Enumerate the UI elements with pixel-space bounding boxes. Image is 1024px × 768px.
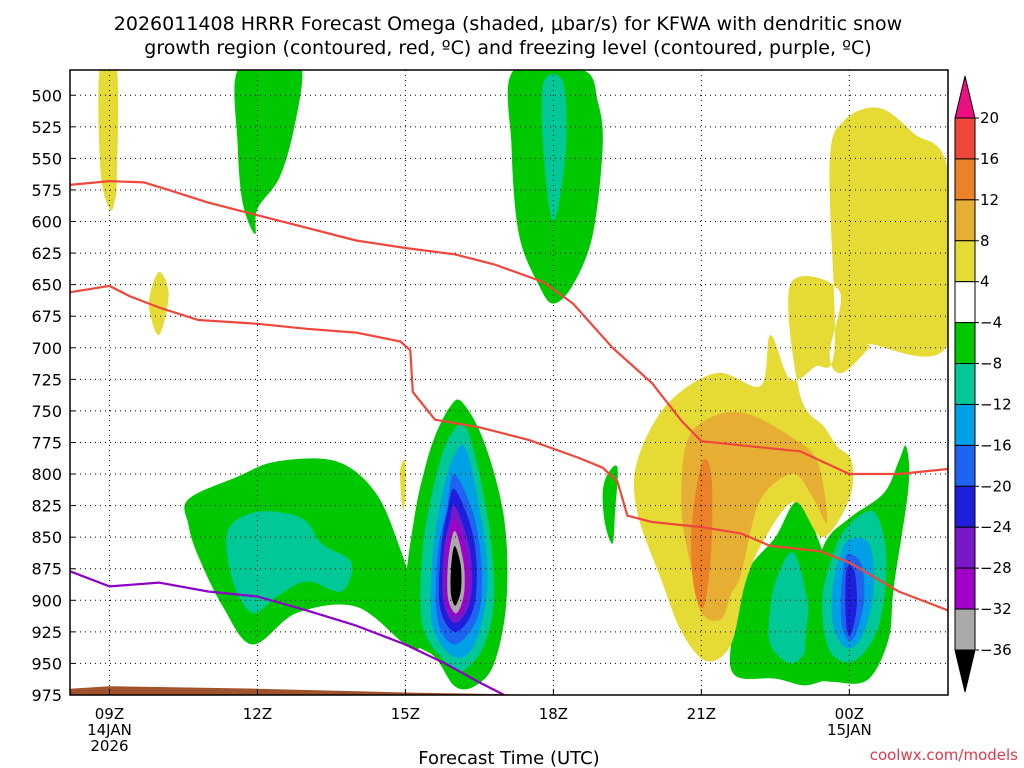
colorbar-tick-label-8: −16 bbox=[980, 436, 1012, 454]
omega-region-yellow-streak-09z bbox=[98, 70, 119, 211]
x-tick-label-24-1: 00Z bbox=[835, 705, 864, 723]
y-tick-label-825: 825 bbox=[31, 497, 62, 516]
y-tick-label-525: 525 bbox=[31, 118, 62, 137]
colorbar-tick-label-10: −24 bbox=[980, 518, 1012, 536]
omega-region-teal-column-2230z bbox=[768, 552, 811, 664]
colorbar-tick-label-7: −12 bbox=[980, 395, 1012, 413]
colorbar-swatch-6 bbox=[954, 322, 976, 365]
contour-dgz-lower bbox=[70, 284, 948, 612]
omega-shading bbox=[98, 70, 948, 690]
colorbar-bottom-arrow bbox=[954, 649, 976, 693]
colorbar-top-arrow bbox=[954, 75, 976, 119]
colorbar-tick-label-2: 12 bbox=[980, 191, 999, 209]
x-axis-label: Forecast Time (UTC) bbox=[418, 748, 599, 768]
x-tick-label-12-1: 12Z bbox=[243, 705, 272, 723]
colorbar-swatch-13 bbox=[954, 608, 976, 651]
y-tick-label-800: 800 bbox=[31, 465, 62, 484]
y-tick-label-875: 875 bbox=[31, 560, 62, 579]
y-axis: 500 525 550 575 600 625 650 675 700 725 750 775 800 8… bbox=[31, 86, 75, 705]
y-tick-label-925: 925 bbox=[31, 623, 62, 642]
omega-region-black-core-16z bbox=[450, 546, 462, 606]
y-tick-label-550: 550 bbox=[31, 149, 62, 168]
colorbar-swatch-4 bbox=[954, 240, 976, 283]
colorbar-tick-label-4: 4 bbox=[980, 273, 990, 291]
omega-region-green-sliver-19z bbox=[602, 465, 618, 544]
y-tick-label-700: 700 bbox=[31, 339, 62, 358]
omega-region-gold-region-right bbox=[681, 411, 828, 621]
omega-region-darkblue-core-00z bbox=[845, 564, 857, 636]
x-tick-label-24-2: 15JAN bbox=[827, 721, 872, 739]
colorbar-tick-label-12: −32 bbox=[980, 600, 1012, 618]
colorbar-swatch-7 bbox=[954, 363, 976, 405]
y-tick-label-750: 750 bbox=[31, 402, 62, 421]
colorbar-tick-label-11: −28 bbox=[980, 559, 1012, 577]
y-tick-label-625: 625 bbox=[31, 244, 62, 263]
chart-title-line-2: growth region (contoured, red, ºC) and f… bbox=[144, 37, 871, 59]
colorbar-swatch-8 bbox=[954, 403, 976, 446]
colorbar-tick-label-5: −4 bbox=[980, 314, 1002, 332]
chart-title-line-1: 2026011408 HRRR Forecast Omega (shaded, … bbox=[114, 13, 902, 35]
x-tick-label-9-3: 2026 bbox=[90, 737, 128, 755]
colorbar: 20 16 12 8 4 −4 −8 −12 −16 −20 −24 −28 −32 −36 bbox=[954, 75, 1012, 693]
colorbar-swatch-9 bbox=[954, 444, 976, 487]
contour-freezing-level bbox=[70, 570, 505, 695]
y-tick-label-775: 775 bbox=[31, 433, 62, 452]
y-tick-label-725: 725 bbox=[31, 370, 62, 389]
colorbar-tick-label-13: −36 bbox=[980, 641, 1012, 659]
y-tick-label-500: 500 bbox=[31, 86, 62, 105]
credit-text: coolwx.com/models bbox=[870, 746, 1018, 764]
colorbar-tick-label-9: −20 bbox=[980, 477, 1012, 495]
y-tick-label-975: 975 bbox=[31, 686, 62, 705]
omega-region-teal-blob-low-left bbox=[226, 511, 353, 614]
omega-region-orange-region-2030z bbox=[691, 459, 713, 609]
x-tick-label-21-1: 21Z bbox=[687, 705, 716, 723]
y-tick-label-675: 675 bbox=[31, 307, 62, 326]
x-tick-label-9-1: 09Z bbox=[95, 705, 124, 723]
colorbar-swatch-2 bbox=[954, 158, 976, 201]
y-tick-label-950: 950 bbox=[31, 654, 62, 673]
colorbar-tick-label-0: 20 bbox=[980, 109, 999, 127]
y-tick-label-600: 600 bbox=[31, 213, 62, 232]
colorbar-swatch-3 bbox=[954, 199, 976, 242]
colorbar-swatch-1 bbox=[954, 117, 976, 160]
y-tick-label-900: 900 bbox=[31, 591, 62, 610]
y-tick-label-850: 850 bbox=[31, 528, 62, 547]
colorbar-swatch-11 bbox=[954, 526, 976, 569]
omega-region-teal-column-18z bbox=[541, 73, 567, 222]
colorbar-tick-label-1: 16 bbox=[980, 150, 999, 168]
colorbar-swatch-10 bbox=[954, 485, 976, 528]
contour-lines bbox=[70, 180, 948, 695]
colorbar-tick-label-6: −8 bbox=[980, 355, 1002, 373]
omega-region-yellow-sliver-15z bbox=[400, 459, 406, 510]
x-tick-label-9-2: 14JAN bbox=[87, 721, 132, 739]
colorbar-swatch-12 bbox=[954, 567, 976, 610]
colorbar-tick-label-3: 8 bbox=[980, 232, 990, 250]
x-tick-label-15-1: 15Z bbox=[391, 705, 420, 723]
omega-region-yellow-diamond-10z bbox=[148, 271, 169, 336]
omega-region-green-column-12z bbox=[234, 70, 303, 235]
plot-frame bbox=[69, 69, 949, 696]
x-tick-label-18-1: 18Z bbox=[539, 705, 568, 723]
contour-dgz-upper bbox=[70, 180, 948, 476]
grid-lines bbox=[70, 70, 948, 696]
y-tick-label-650: 650 bbox=[31, 276, 62, 295]
y-tick-label-575: 575 bbox=[31, 181, 62, 200]
colorbar-swatch-5 bbox=[954, 281, 976, 324]
terrain-fill bbox=[70, 686, 948, 695]
